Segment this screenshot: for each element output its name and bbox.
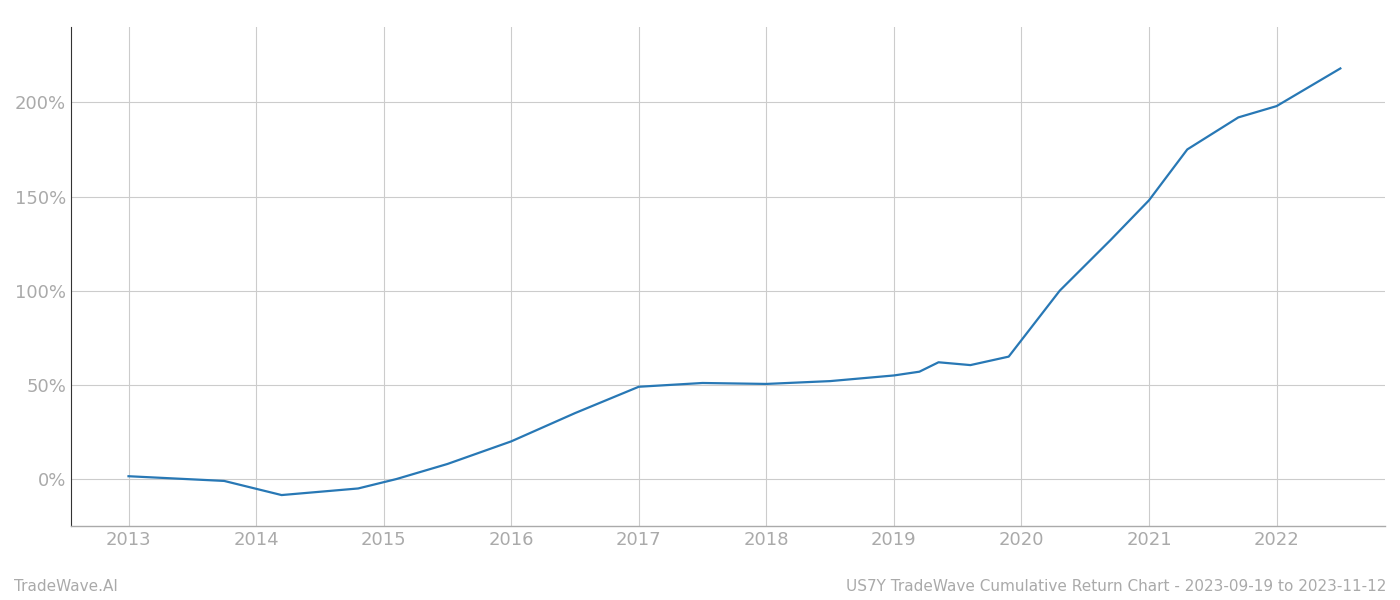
Text: TradeWave.AI: TradeWave.AI <box>14 579 118 594</box>
Text: US7Y TradeWave Cumulative Return Chart - 2023-09-19 to 2023-11-12: US7Y TradeWave Cumulative Return Chart -… <box>846 579 1386 594</box>
